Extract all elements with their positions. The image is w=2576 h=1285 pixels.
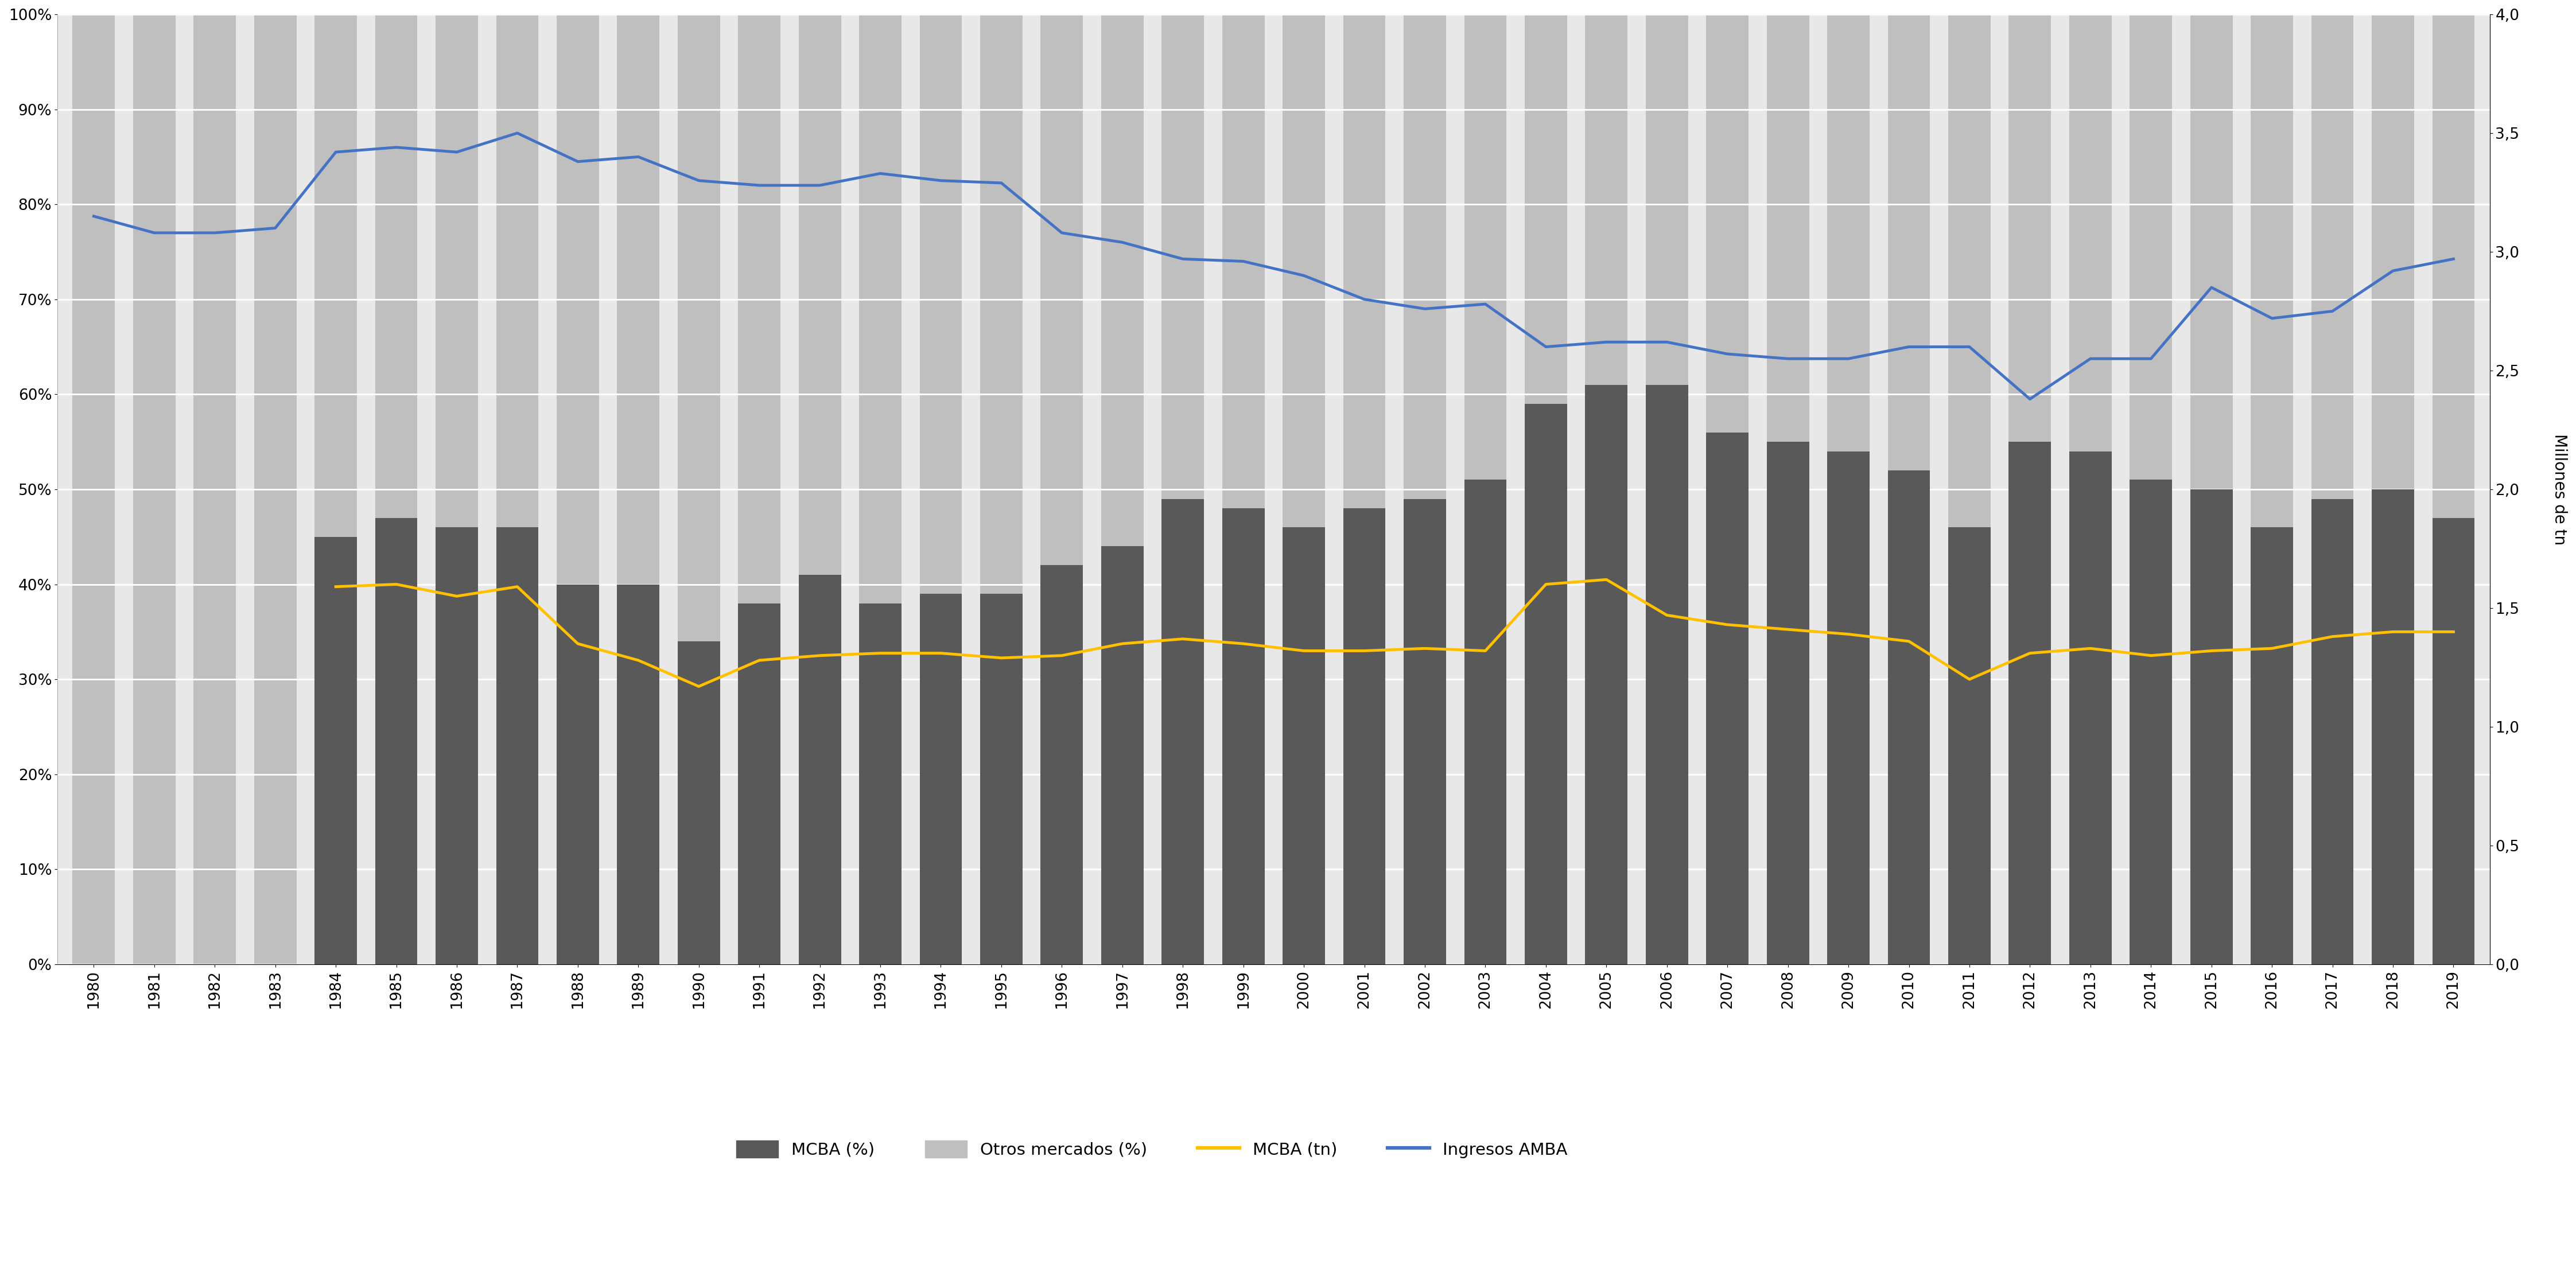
Bar [1162, 14, 1203, 964]
Bar [1525, 14, 1566, 964]
Bar [799, 574, 840, 964]
Bar [2130, 479, 2172, 964]
Bar [2311, 14, 2354, 964]
Bar [1221, 509, 1265, 964]
Legend: MCBA (%), Otros mercados (%), MCBA (tn), Ingresos AMBA: MCBA (%), Otros mercados (%), MCBA (tn),… [729, 1133, 1574, 1165]
Bar [2432, 14, 2476, 964]
Bar [497, 527, 538, 964]
Bar [1342, 509, 1386, 964]
Bar [1404, 14, 1445, 964]
Bar [1767, 442, 1808, 964]
Bar [314, 14, 358, 964]
Bar [2009, 442, 2050, 964]
Bar [556, 585, 600, 964]
Bar [920, 14, 961, 964]
Bar [1705, 432, 1749, 964]
Bar [376, 14, 417, 964]
Bar [2251, 527, 2293, 964]
Bar [1826, 14, 1870, 964]
Bar [2432, 518, 2476, 964]
Bar [1463, 14, 1507, 964]
Bar [860, 603, 902, 964]
Bar [2190, 14, 2233, 964]
Bar [1767, 14, 1808, 964]
Bar [920, 594, 961, 964]
Bar [1283, 527, 1324, 964]
Bar [134, 14, 175, 964]
Bar [979, 594, 1023, 964]
Bar [435, 527, 479, 964]
Bar [799, 14, 840, 964]
Bar [1705, 14, 1749, 964]
Bar [435, 14, 479, 964]
Bar [739, 603, 781, 964]
Bar [72, 14, 116, 964]
Bar [1100, 14, 1144, 964]
Bar [1826, 451, 1870, 964]
Bar [1584, 384, 1628, 964]
Bar [677, 14, 719, 964]
Bar [677, 641, 719, 964]
Bar [193, 14, 237, 964]
Bar [1646, 14, 1687, 964]
Bar [2069, 451, 2112, 964]
Bar [860, 14, 902, 964]
Bar [979, 14, 1023, 964]
Bar [1283, 14, 1324, 964]
Bar [497, 14, 538, 964]
Bar [2311, 499, 2354, 964]
Bar [1342, 14, 1386, 964]
Bar [314, 537, 358, 964]
Bar [1947, 527, 1991, 964]
Bar [1947, 14, 1991, 964]
Bar [1100, 546, 1144, 964]
Bar [376, 518, 417, 964]
Bar [618, 585, 659, 964]
Bar [1584, 14, 1628, 964]
Bar [1463, 479, 1507, 964]
Bar [1221, 14, 1265, 964]
Bar [2372, 490, 2414, 964]
Bar [1041, 14, 1082, 964]
Bar [2372, 14, 2414, 964]
Bar [1888, 470, 1929, 964]
Bar [2009, 14, 2050, 964]
Y-axis label: Millones de tn: Millones de tn [2550, 433, 2568, 545]
Bar [618, 14, 659, 964]
Bar [2130, 14, 2172, 964]
Bar [1162, 499, 1203, 964]
Bar [2190, 490, 2233, 964]
Bar [1888, 14, 1929, 964]
Bar [556, 14, 600, 964]
Bar [1404, 499, 1445, 964]
Bar [1646, 384, 1687, 964]
Bar [2251, 14, 2293, 964]
Bar [2069, 14, 2112, 964]
Bar [739, 14, 781, 964]
Bar [255, 14, 296, 964]
Bar [1041, 565, 1082, 964]
Bar [1525, 403, 1566, 964]
